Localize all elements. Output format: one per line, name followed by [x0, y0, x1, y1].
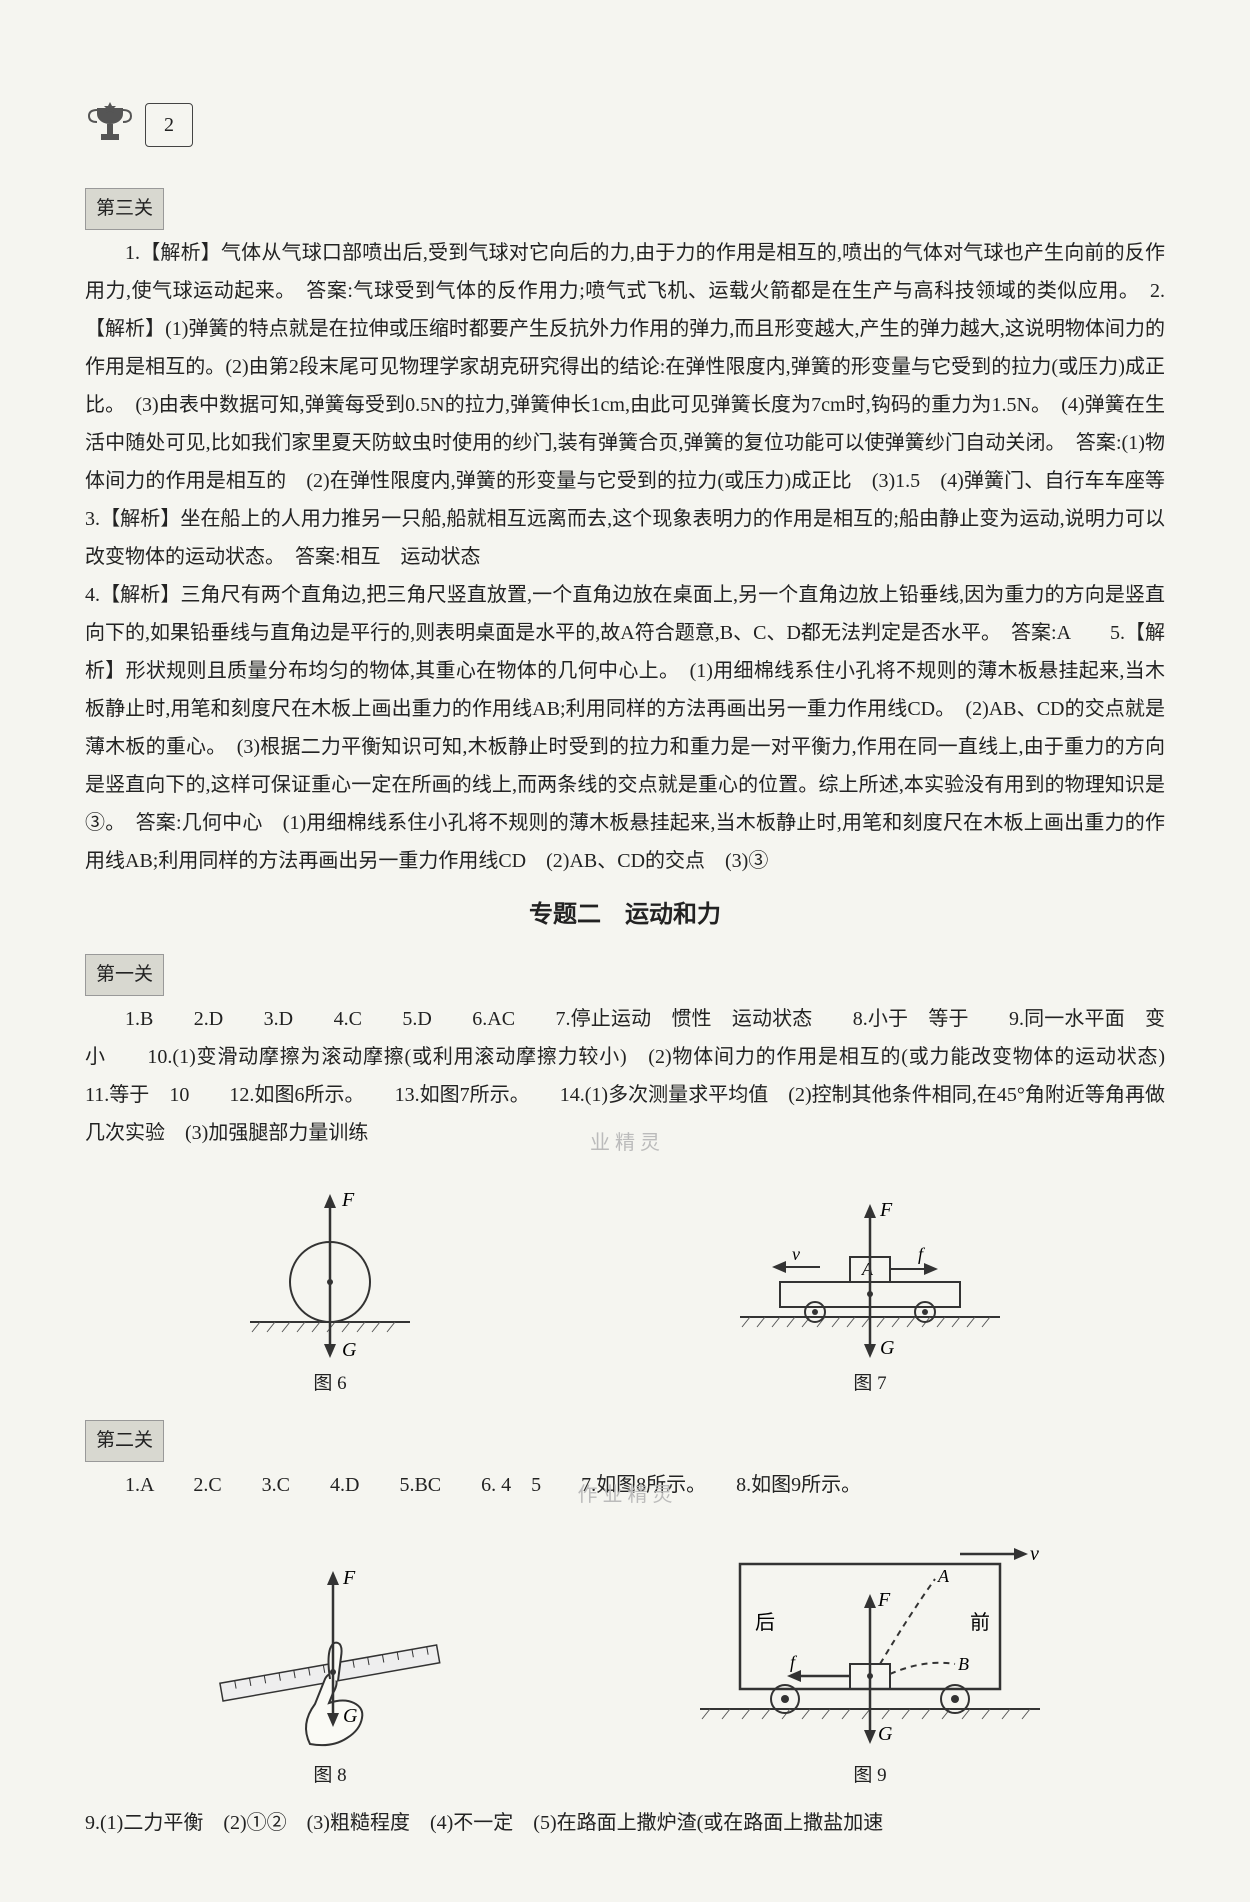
figures-row-2: F G 图 8 — [85, 1524, 1165, 1794]
figure-9: 后 前 A B v f F G — [680, 1524, 1060, 1794]
page-number: 2 — [145, 103, 193, 147]
fig8-caption: 图 8 — [313, 1758, 346, 1794]
trophy-icon — [85, 100, 135, 150]
fig9-F-label: F — [877, 1589, 891, 1611]
figure-7: A v f F G 图 7 — [720, 1172, 1020, 1402]
fig8-G-label: G — [343, 1705, 358, 1727]
section-label-2: 第二关 — [85, 1420, 164, 1462]
fig7-A-label: A — [861, 1259, 874, 1279]
watermark-text-2: 作 业 精 灵 — [578, 1484, 673, 1506]
fig6-F-label: F — [341, 1189, 355, 1211]
section3-para2: 4.【解析】三角尺有两个直角边,把三角尺竖直放置,一个直角边放在桌面上,另一个直… — [85, 576, 1165, 880]
fig9-G-label: G — [878, 1723, 893, 1745]
section3-para1: 1.【解析】气体从气球口部喷出后,受到气球对它向后的力,由于力的作用是相互的,喷… — [85, 234, 1165, 576]
fig7-f-label: f — [918, 1244, 926, 1264]
level2-line1: 1.A 2.C 3.C 4.D 5.BC 6. 4 5 7.如图8所示。 8.如… — [125, 1474, 861, 1496]
watermark-text: 业 精 灵 — [590, 1132, 660, 1154]
fig9-back-label: 后 — [755, 1611, 775, 1634]
page-header: 2 — [85, 100, 1165, 150]
fig7-caption: 图 7 — [853, 1366, 886, 1402]
figure-8: F G 图 8 — [190, 1544, 470, 1794]
fig9-v-label: v — [1030, 1543, 1039, 1565]
fig6-G-label: G — [342, 1339, 357, 1361]
fig9-f-label: f — [790, 1652, 798, 1672]
bottom-answers: 9.(1)二力平衡 (2)①② (3)粗糙程度 (4)不一定 (5)在路面上撒炉… — [85, 1804, 1165, 1842]
section-label-1: 第一关 — [85, 954, 164, 996]
fig9-B-label: B — [958, 1654, 969, 1674]
fig8-F-label: F — [342, 1567, 356, 1589]
fig7-v-label: v — [792, 1244, 800, 1264]
fig7-G-label: G — [880, 1337, 895, 1359]
figures-row-1: F G 图 6 — [85, 1172, 1165, 1402]
fig9-caption: 图 9 — [853, 1758, 886, 1794]
fig9-A-label: A — [937, 1566, 950, 1586]
topic-title: 专题二 运动和力 — [85, 892, 1165, 938]
fig9-front-label: 前 — [970, 1611, 990, 1634]
fig7-F-label: F — [879, 1199, 893, 1221]
figure-6: F G 图 6 — [230, 1172, 430, 1402]
fig6-caption: 图 6 — [313, 1366, 346, 1402]
section-label-3: 第三关 — [85, 188, 164, 230]
